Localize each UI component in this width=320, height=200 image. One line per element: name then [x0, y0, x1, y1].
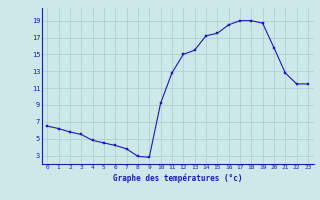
X-axis label: Graphe des températures (°c): Graphe des températures (°c): [113, 173, 242, 183]
